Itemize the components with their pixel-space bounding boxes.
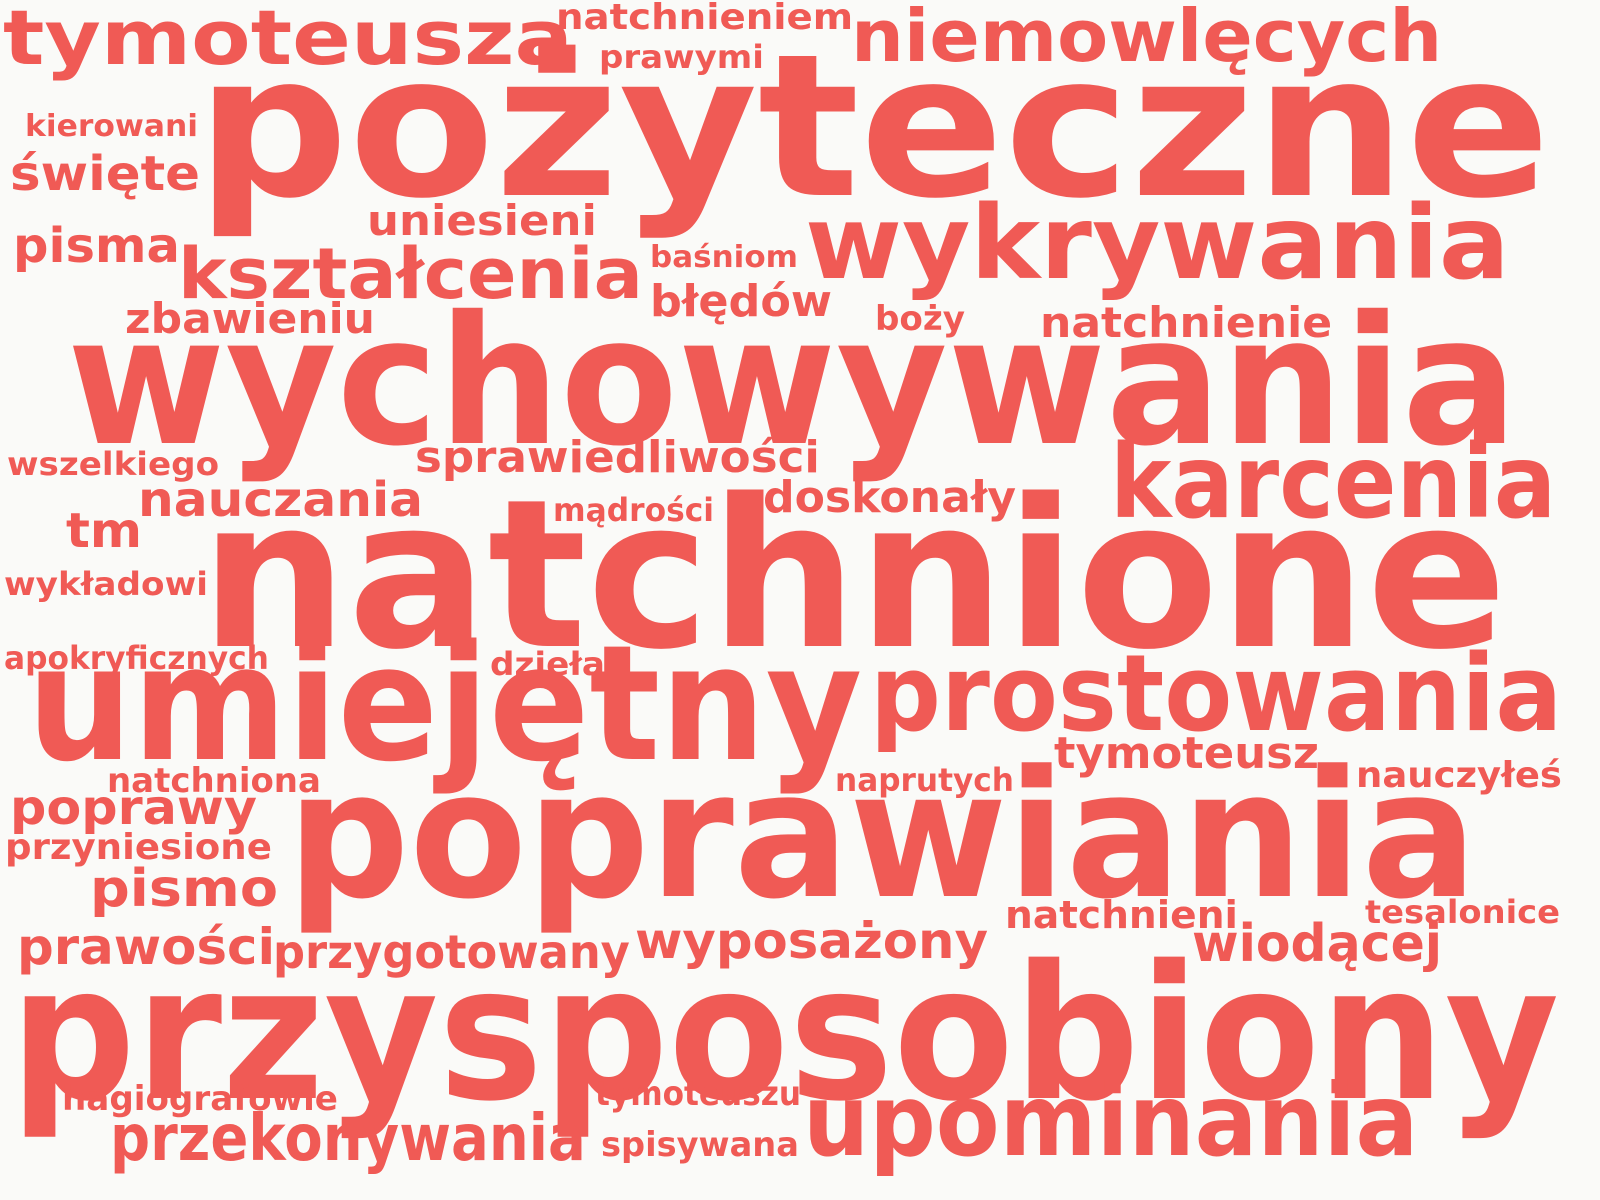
word-swiete: święte <box>10 146 201 202</box>
word-pismo: pismo <box>90 859 279 919</box>
word-przygotowany: przygotowany <box>273 925 630 979</box>
word-doskonaly: doskonały <box>763 472 1017 523</box>
word-natchnione: natchnione <box>200 455 1508 695</box>
word-karcenia: karcenia <box>1110 423 1557 542</box>
word-natchnienie: natchnienie <box>1040 298 1333 347</box>
word-hagiografowie: hagiografowie <box>62 1079 338 1119</box>
word-spisywana: spisywana <box>601 1125 799 1165</box>
word-natchniona: natchniona <box>107 761 321 801</box>
word-pisma: pisma <box>13 218 180 274</box>
word-wykrywania: wykrywania <box>805 184 1510 303</box>
word-basniom: baśniom <box>650 240 798 275</box>
word-wykladowi: wykładowi <box>4 565 208 603</box>
word-przysposobiony: przysposobiony <box>10 925 1560 1142</box>
word-natchnieniem: natchnieniem <box>556 0 854 38</box>
word-wszelkiego: wszelkiego <box>7 445 220 483</box>
word-tymoteusza: tymoteusza <box>3 0 574 82</box>
word-wyposazony: wyposażony <box>635 912 989 970</box>
word-bledow: błędów <box>650 276 833 327</box>
word-prawymi: prawymi <box>599 38 764 76</box>
word-natchnieni: natchnieni <box>1005 893 1238 937</box>
word-upominania: upominania <box>803 1062 1419 1179</box>
word-wychowywania: wychowywania <box>67 278 1518 485</box>
word-kierowani: kierowani <box>25 109 199 144</box>
word-nauczyles: nauczyłeś <box>1356 755 1562 796</box>
word-nauczania: nauczania <box>138 472 424 528</box>
word-niemowlecych: niemowlęcych <box>851 0 1443 78</box>
word-prostowania: prostowania <box>870 632 1563 755</box>
word-zbawieniu: zbawieniu <box>125 294 375 343</box>
word-tymoteuszu: tymoteuszu <box>595 1074 802 1114</box>
word-tymoteusz: tymoteusz <box>1054 728 1319 779</box>
word-bozy: boży <box>875 299 966 339</box>
word-przyniesione: przyniesione <box>5 827 272 868</box>
word-tesalonice: tesalonice <box>1365 893 1561 931</box>
word-apokryficznych: apokryficznych <box>4 639 269 677</box>
word-uniesieni: uniesieni <box>367 196 597 245</box>
word-naprutych: naprutych <box>835 761 1014 799</box>
word-umiejetny: umiejętny <box>27 610 863 797</box>
word-poprawy: poprawy <box>10 780 257 836</box>
word-madrosci: mądrości <box>553 491 714 529</box>
word-przekonywania: przekonywania <box>110 1102 586 1176</box>
word-poprawiania: poprawiania <box>287 733 1478 938</box>
word-dziela: dzieła <box>490 645 605 683</box>
word-tm: tm <box>66 503 143 559</box>
word-pozyteczne: pożyteczne <box>196 11 1551 242</box>
word-wiodacej: wiodącej <box>1192 914 1443 974</box>
word-ksztalcenia: kształcenia <box>178 233 643 315</box>
word-prawosci: prawości <box>17 918 276 976</box>
word-sprawiedliwosci: sprawiedliwości <box>415 432 820 483</box>
